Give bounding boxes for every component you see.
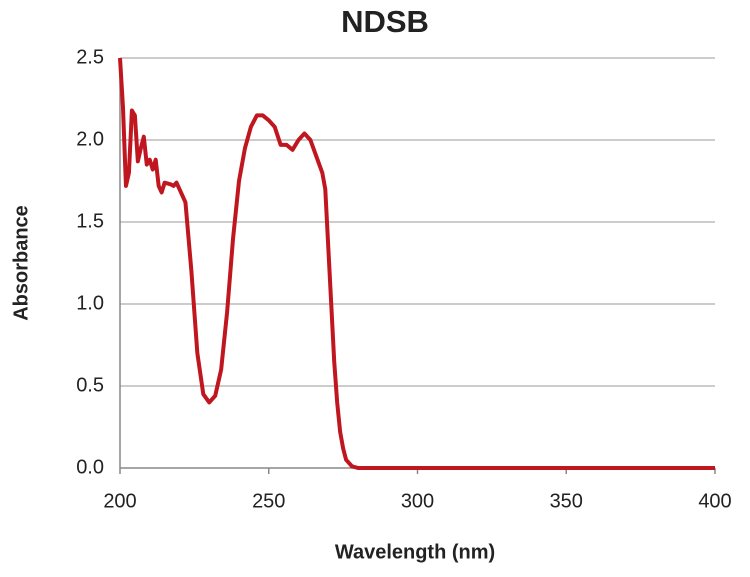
x-tick-label: 200 [103, 490, 136, 512]
data-line [118, 57, 715, 470]
y-tick-label: 0.5 [76, 374, 104, 396]
x-tick-label: 300 [401, 490, 434, 512]
y-tick-label: 2.5 [76, 46, 104, 68]
y-tick-label: 1.5 [76, 210, 104, 232]
y-tick-label: 1.0 [76, 292, 104, 314]
y-axis-label: Absorbance [10, 205, 32, 321]
x-tick-label: 350 [550, 490, 583, 512]
x-tick-label: 250 [252, 490, 285, 512]
chart-title: NDSB [341, 4, 429, 39]
x-axis-label: Wavelength (nm) [335, 541, 495, 563]
x-tick-label: 400 [698, 490, 731, 512]
y-tick-label: 0.0 [76, 456, 104, 478]
y-tick-label: 2.0 [76, 128, 104, 150]
